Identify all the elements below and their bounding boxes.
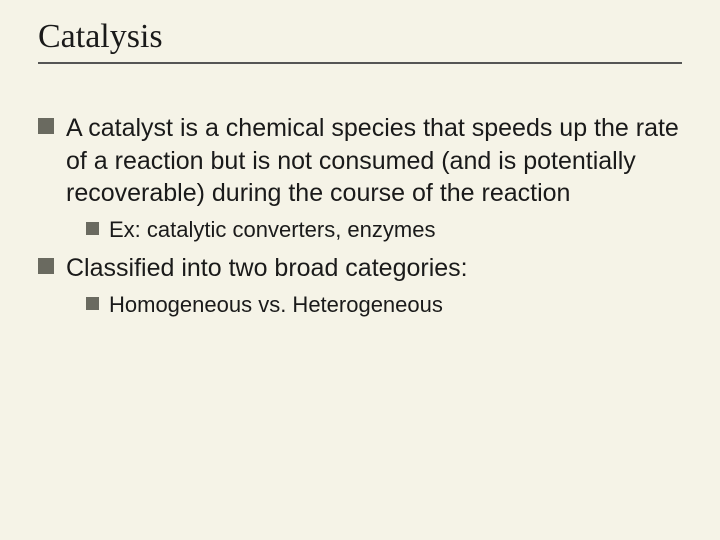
bullet-text: Homogeneous vs. Heterogeneous xyxy=(109,291,443,320)
square-bullet-icon xyxy=(86,297,99,310)
slide-title: Catalysis xyxy=(38,18,682,56)
list-item: A catalyst is a chemical species that sp… xyxy=(38,112,682,210)
square-bullet-icon xyxy=(38,258,54,274)
square-bullet-icon xyxy=(38,118,54,134)
bullet-text: Classified into two broad categories: xyxy=(66,252,468,285)
list-item: Homogeneous vs. Heterogeneous xyxy=(86,291,682,320)
bullet-text: A catalyst is a chemical species that sp… xyxy=(66,112,682,210)
list-item: Classified into two broad categories: xyxy=(38,252,682,285)
slide: Catalysis A catalyst is a chemical speci… xyxy=(0,0,720,540)
title-divider xyxy=(38,62,682,64)
list-item: Ex: catalytic converters, enzymes xyxy=(86,216,682,245)
bullet-text: Ex: catalytic converters, enzymes xyxy=(109,216,435,245)
bullet-block: Classified into two broad categories: Ho… xyxy=(38,252,682,319)
bullet-block: A catalyst is a chemical species that sp… xyxy=(38,112,682,244)
square-bullet-icon xyxy=(86,222,99,235)
